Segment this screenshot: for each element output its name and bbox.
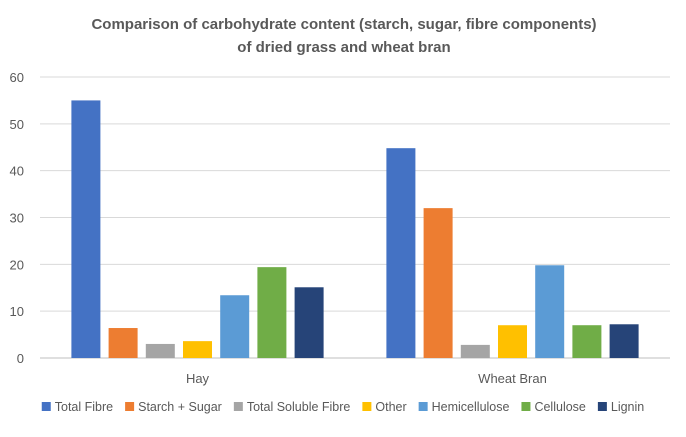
legend-item-hemicellulose: Hemicellulose	[418, 400, 510, 414]
legend-swatch	[41, 402, 51, 411]
gridlines	[40, 76, 670, 359]
legend-item-total-soluble-fibre: Total Soluble Fibre	[233, 400, 351, 414]
chart-title-line-2: of dried grass and wheat bran	[237, 39, 450, 56]
bar-starch-sugar-wheat-bran	[423, 208, 453, 358]
y-tick-label: 60	[10, 70, 24, 85]
legend-swatch	[362, 402, 372, 411]
y-tick-label: 10	[10, 304, 24, 319]
bar-lignin-hay	[294, 287, 324, 358]
bar-total-fibre-hay	[71, 100, 101, 359]
legend-swatch	[125, 402, 135, 411]
legend-swatch	[597, 402, 607, 411]
bar-other-hay	[183, 341, 212, 358]
legend-item-cellulose: Cellulose	[521, 400, 586, 414]
bar-total-fibre-wheat-bran	[386, 148, 416, 358]
bar-hemicellulose-wheat-bran	[535, 265, 565, 358]
y-tick-label: 20	[10, 257, 24, 272]
legend-item-lignin: Lignin	[597, 400, 644, 414]
x-category-label: Hay	[186, 371, 210, 386]
x-category-label: Wheat Bran	[478, 371, 547, 386]
y-tick-label: 30	[10, 211, 24, 226]
legend-label: Cellulose	[534, 400, 585, 414]
y-tick-label: 40	[10, 164, 24, 179]
bar-cellulose-hay	[257, 267, 287, 358]
legend-label: Total Soluble Fibre	[247, 400, 351, 414]
legend-swatch	[521, 402, 531, 411]
chart-title-line-1: Comparison of carbohydrate content (star…	[91, 16, 596, 33]
legend-item-starch-sugar: Starch + Sugar	[125, 400, 222, 414]
legend-item-total-fibre: Total Fibre	[41, 400, 113, 414]
y-tick-label: 50	[10, 117, 24, 132]
legend-label: Total Fibre	[55, 400, 113, 414]
legend: Total Fibre Starch + Sugar Total Soluble F…	[41, 400, 644, 414]
bar-total-soluble-fibre-hay	[145, 343, 175, 358]
bar-starch-sugar-hay	[108, 328, 138, 358]
bar-lignin-wheat-bran	[609, 324, 639, 358]
legend-label: Lignin	[611, 400, 644, 414]
bar-total-soluble-fibre-wheat-bran	[460, 344, 490, 358]
y-tick-label: 0	[17, 351, 24, 366]
legend-label: Other	[375, 400, 406, 414]
legend-swatch	[418, 402, 428, 411]
legend-label: Starch + Sugar	[138, 400, 222, 414]
bar-hemicellulose-hay	[220, 295, 250, 358]
legend-label: Hemicellulose	[432, 400, 510, 414]
bar-cellulose-wheat-bran	[572, 325, 602, 358]
bar-other-wheat-bran	[498, 325, 527, 358]
legend-swatch	[233, 402, 243, 411]
legend-item-other: Other	[362, 400, 407, 414]
axes: 0 10 20 30 40 50 60 Hay Wheat Bran	[10, 70, 547, 386]
bars	[71, 100, 639, 359]
